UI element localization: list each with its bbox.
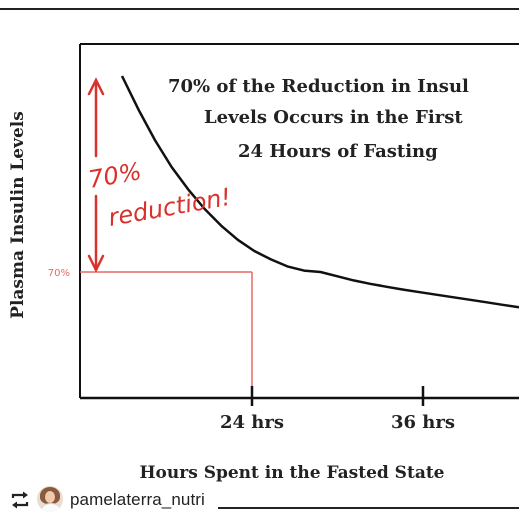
footer-divider <box>218 507 519 509</box>
avatar-body <box>41 503 61 512</box>
chart-title-line-2: Levels Occurs in the First <box>204 107 463 128</box>
annotation-percent: 70% <box>86 157 143 194</box>
x-tick-label: 36 hrs <box>391 412 455 433</box>
repost-icon[interactable] <box>10 490 30 510</box>
x-tick-label: 24 hrs <box>220 412 284 433</box>
avatar[interactable] <box>37 486 63 512</box>
annotation-double-arrow <box>87 77 105 273</box>
footer: pamelaterra_nutri <box>0 484 519 519</box>
avatar-face <box>45 491 55 503</box>
y-axis-label: Plasma Insulin Levels <box>8 111 28 319</box>
chart-title-line-1: 70% of the Reduction in Insul <box>168 76 469 97</box>
username-link[interactable]: pamelaterra_nutri <box>70 490 205 509</box>
insulin-curve <box>120 75 519 309</box>
y-tick-label: 70% <box>48 268 70 279</box>
chart-title-line-3: 24 Hours of Fasting <box>238 141 438 162</box>
annotation-reduction: reduction! <box>106 183 233 232</box>
x-axis-label: Hours Spent in the Fasted State <box>139 463 444 483</box>
